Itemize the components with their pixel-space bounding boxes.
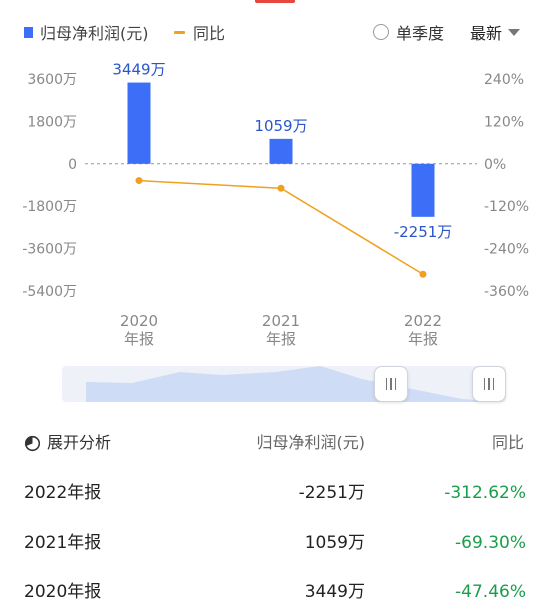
profit-bar [127, 82, 151, 164]
latest-dropdown[interactable]: 最新 [470, 18, 521, 46]
row-yoy: -312.62% [444, 483, 526, 503]
grip-line-icon [492, 378, 495, 390]
slider-preview [86, 366, 506, 402]
profit-bar [411, 163, 435, 217]
single-quarter-toggle[interactable]: 单季度 [373, 18, 444, 46]
right-axis-tick-label: -360% [484, 284, 529, 300]
yoy-column-header: 同比 [491, 433, 524, 452]
category-label: 2021 年报 [262, 312, 300, 348]
yoy-point [135, 177, 143, 185]
row-yoy: -47.46% [455, 582, 526, 602]
row-period: 2020年报 [24, 582, 102, 602]
grip-line-icon [488, 378, 490, 390]
left-axis-tick-label: -5400万 [22, 284, 77, 300]
profit-bar [269, 138, 293, 164]
caret-down-icon [508, 29, 521, 36]
bar-data-label: 1059万 [254, 117, 307, 135]
legend-profit-label: 归母净利润(元) [40, 24, 149, 43]
category-label: 2020 年报 [120, 312, 158, 348]
bar-data-label: -2251万 [394, 223, 453, 241]
top-accent-bar [255, 0, 295, 3]
right-axis-tick-label: -240% [484, 242, 529, 258]
left-axis-tick-label: 1800万 [27, 114, 77, 130]
left-axis-tick-label: -3600万 [22, 242, 77, 258]
expand-analysis-button[interactable]: 展开分析 [24, 428, 111, 458]
grip-line-icon [394, 378, 397, 390]
left-axis-tick-label: 0 [68, 157, 77, 173]
chart-legend: 归母净利润(元) 同比 单季度 最新 [0, 18, 550, 46]
latest-label: 最新 [470, 24, 503, 43]
legend-profit[interactable]: 归母净利润(元) [24, 18, 149, 46]
grip-line-icon [385, 378, 388, 390]
right-axis-tick-label: -120% [484, 199, 529, 215]
row-profit: -2251万 [298, 483, 365, 503]
row-period: 2021年报 [24, 533, 102, 553]
slider-right-handle[interactable] [472, 366, 506, 402]
legend-yoy[interactable]: 同比 [174, 18, 225, 46]
grip-line-icon [483, 378, 486, 390]
expand-analysis-label: 展开分析 [47, 433, 112, 452]
right-axis-tick-label: 0% [484, 157, 506, 173]
yoy-line [138, 179, 424, 275]
radio-circle-icon [373, 24, 389, 40]
row-yoy: -69.30% [455, 533, 526, 553]
legend-yoy-label: 同比 [193, 24, 226, 43]
left-axis-tick-label: 3600万 [27, 72, 77, 88]
profit-column-header: 归母净利润(元) [256, 433, 366, 452]
line-swatch-icon [174, 30, 185, 34]
row-profit: 1059万 [304, 533, 365, 553]
bar-swatch-icon [24, 26, 33, 38]
table-row[interactable]: 2022年报 -2251万 -312.62% [0, 476, 550, 510]
row-period: 2022年报 [24, 483, 102, 503]
slider-left-handle[interactable] [374, 366, 408, 402]
category-label: 2022 年报 [404, 312, 442, 348]
table-row[interactable]: 2021年报 1059万 -69.30% [0, 526, 550, 560]
row-profit: 3449万 [304, 582, 365, 602]
right-axis-tick-label: 120% [484, 114, 524, 130]
yoy-point [419, 270, 427, 278]
left-axis-tick-label: -1800万 [22, 199, 77, 215]
table-header: 展开分析 归母净利润(元) 同比 [0, 428, 550, 458]
single-quarter-label: 单季度 [396, 24, 445, 43]
profit-chart: 3600万 1800万 0 -1800万 -3600万 -5400万 240% 120% 0% -… [22, 61, 529, 348]
pie-chart-icon [24, 435, 41, 451]
grip-line-icon [390, 378, 392, 390]
yoy-point [277, 184, 285, 192]
range-slider[interactable] [62, 366, 506, 402]
bar-data-label: 3449万 [112, 61, 165, 79]
right-axis-tick-label: 240% [484, 72, 524, 88]
table-row[interactable]: 2020年报 3449万 -47.46% [0, 575, 550, 609]
